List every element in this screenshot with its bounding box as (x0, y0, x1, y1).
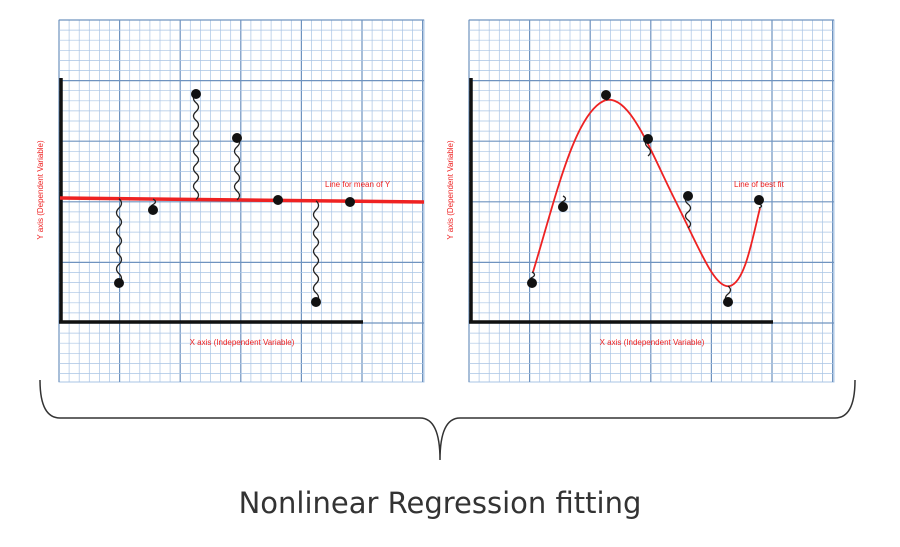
data-point (723, 297, 733, 307)
residual-spring (115, 198, 123, 284)
data-point (558, 202, 568, 212)
grid-background (468, 19, 835, 383)
data-point (683, 191, 693, 201)
data-point (345, 197, 355, 207)
residual-spring (233, 137, 241, 201)
data-point (114, 278, 124, 288)
residual-spring (312, 200, 320, 303)
data-point (754, 195, 764, 205)
residual-spring (684, 195, 692, 229)
data-point (148, 205, 158, 215)
mean-line (59, 196, 425, 204)
data-point (601, 90, 611, 100)
curly-brace (39, 379, 856, 461)
right-x-axis-label: X axis (Independent Variable) (600, 338, 705, 347)
best-fit-curve (532, 99, 761, 287)
left-panel-mean-line (58, 19, 425, 383)
mean-line-label: Line for mean of Y (325, 180, 391, 189)
left-y-axis-label: Y axis (Dependent Variable) (36, 140, 45, 240)
best-fit-label: Line of best fit (734, 180, 785, 189)
data-point (527, 278, 537, 288)
caption: Nonlinear Regression fitting (238, 486, 642, 520)
data-point (643, 134, 653, 144)
data-point (273, 195, 283, 205)
data-point (232, 133, 242, 143)
data-point (191, 89, 201, 99)
data-point (311, 297, 321, 307)
right-panel-best-fit (468, 19, 835, 383)
left-x-axis-label: X axis (Independent Variable) (190, 338, 295, 347)
residual-spring (192, 93, 200, 200)
right-y-axis-label: Y axis (Dependent Variable) (446, 140, 455, 240)
